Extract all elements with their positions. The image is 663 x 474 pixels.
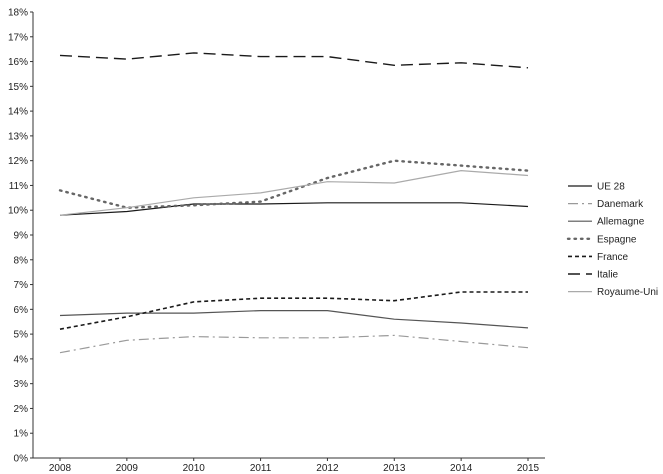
- legend: UE 28 Danemark Allemagne Espagne France Itali…: [566, 182, 658, 298]
- y-tick-label: 1%: [14, 429, 29, 440]
- y-tick-label: 13%: [8, 131, 28, 142]
- x-axis: 2008 2009 2010 2011 2012 2013 2014 2015: [33, 457, 545, 474]
- y-axis: 0% 1% 2% 3% 4% 5% 6% 7% 8% 9% 10% 11% 12% 13% 14% 15% 16…: [8, 8, 34, 465]
- legend-label: France: [597, 252, 629, 263]
- series-line-ue-28: [59, 202, 529, 216]
- y-tick-label: 17%: [8, 32, 28, 43]
- legend-label: Allemagne: [597, 217, 645, 228]
- x-tick-label: 2014: [450, 463, 473, 474]
- y-tick-label: 16%: [8, 57, 28, 68]
- y-tick-label: 2%: [14, 404, 29, 415]
- y-tick-label: 9%: [14, 231, 29, 242]
- y-tick-label: 14%: [8, 107, 28, 118]
- y-tick-label: 11%: [9, 181, 28, 192]
- series-line-royaume-uni: [59, 169, 529, 216]
- y-tick-label: 8%: [14, 255, 29, 266]
- y-tick-label: 5%: [14, 330, 29, 341]
- series-line-espagne: [58, 159, 530, 209]
- x-tick-label: 2015: [517, 463, 540, 474]
- x-tick-label: 2013: [383, 463, 406, 474]
- y-tick-label: 18%: [8, 8, 28, 19]
- legend-label: Italie: [597, 270, 619, 281]
- series-line-france: [59, 291, 528, 330]
- x-tick-label: 2012: [316, 463, 339, 474]
- y-tick-label: 15%: [8, 82, 28, 93]
- y-tick-label: 4%: [14, 354, 29, 365]
- y-tick-label: 3%: [14, 379, 29, 390]
- series-lines: [58, 52, 530, 354]
- y-tick-label: 12%: [8, 156, 28, 167]
- y-tick-label: 0%: [14, 454, 29, 465]
- y-tick-label: 6%: [14, 305, 29, 316]
- y-tick-label: 7%: [14, 280, 29, 291]
- legend-label: Danemark: [597, 199, 644, 210]
- legend-label: Espagne: [597, 234, 637, 245]
- x-tick-label: 2008: [49, 463, 72, 474]
- series-line-allemagne: [59, 310, 529, 329]
- y-tick-label: 10%: [8, 206, 28, 217]
- legend-label: UE 28: [597, 182, 625, 193]
- legend-label: Royaume-Uni: [597, 287, 658, 298]
- x-tick-label: 2011: [250, 463, 272, 474]
- series-line-italie: [59, 52, 529, 69]
- series-line-danemark: [59, 334, 529, 354]
- x-tick-label: 2009: [116, 463, 139, 474]
- x-tick-label: 2010: [183, 463, 206, 474]
